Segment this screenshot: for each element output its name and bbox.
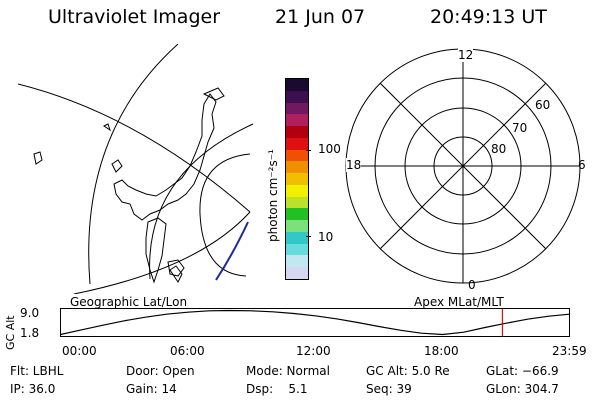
info-mode: Mode: Normal [246,364,330,378]
geographic-map [18,44,254,294]
orbit-track [215,221,249,281]
info-seq: Seq: 39 [366,382,412,396]
altitude-axis-label: GC Alt [4,315,17,350]
colorbar-tick-10: 10 [318,230,334,244]
colorbar-swatch [286,184,308,197]
time-label: 20:49:13 UT [430,6,547,28]
colorbar-swatch [286,173,308,185]
map-grid-line [73,211,251,294]
map-grid-line [88,44,179,285]
altitude-ytick-top: 9.0 [20,306,40,320]
colorbar-tick-mark [306,150,311,151]
colorbar-tick-mark [306,236,311,237]
colorbar-swatch [286,102,308,115]
altitude-plot-frame [60,308,570,337]
coastline [33,151,43,165]
coastline [169,265,183,283]
lat-label-70: 70 [512,121,528,135]
info-ip: IP: 36.0 [10,382,56,396]
polar-plot [345,48,581,284]
colorbar-swatch [286,137,308,150]
colorbar-swatch [286,255,308,268]
altitude-ytick-bottom: 1.8 [20,326,40,340]
altitude-xtick: 12:00 [296,344,331,358]
altitude-xtick: 23:59 [552,344,587,358]
mlt-label-18: 18 [346,158,362,172]
altitude-curve [60,309,570,336]
mlt-label-12: 12 [458,48,474,62]
coastline [103,123,111,132]
lat-label-60: 60 [535,98,551,112]
info-gain: Gain: 14 [126,382,177,396]
colorbar-swatch [286,114,308,127]
colorbar-swatch [286,267,308,279]
coastline [202,87,225,101]
map-grid-line [18,83,251,213]
map-grid-line [149,123,254,280]
info-glon: GLon: 304.7 [486,382,559,396]
date-label: 21 Jun 07 [275,6,366,28]
colorbar-swatch [286,149,308,162]
altitude-plot [60,308,570,337]
info-dsp: Dsp: 5.1 [246,382,308,396]
altitude-xtick: 00:00 [62,344,97,358]
colorbar-swatch [286,161,308,174]
geographic-panel-label: Geographic Lat/Lon [70,295,188,309]
info-gc-alt: GC Alt: 5.0 Re [366,364,450,378]
colorbar-swatch [286,220,308,232]
magnetic-panel-label: Apex MLat/MLT [414,295,504,309]
info-door: Door: Open [126,364,195,378]
colorbar-swatch [286,231,308,244]
instrument-title: Ultraviolet Imager [48,6,221,28]
colorbar-tick-100: 100 [318,142,341,156]
lat-label-80: 80 [491,142,507,156]
colorbar-swatch [286,196,308,209]
coastline [111,159,123,173]
altitude-xtick: 06:00 [170,344,205,358]
colorbar-label: photon cm⁻²s⁻¹ [266,149,280,242]
colorbar-swatch [286,208,308,221]
mlt-label-6: 6 [578,158,586,172]
colorbar-swatch [286,90,308,103]
info-glat: GLat: −66.9 [486,364,559,378]
info-filter: Flt: LBHL [10,364,64,378]
map-grid-line [199,153,251,277]
colorbar-swatch [286,78,308,91]
colorbar-swatch [286,126,308,138]
colorbar [285,78,309,280]
altitude-xtick: 18:00 [424,344,459,358]
mlt-line [379,82,547,250]
colorbar-swatch [286,243,308,256]
mlt-label-0: 0 [468,278,476,292]
coastline [113,93,217,221]
coastline [145,217,167,284]
